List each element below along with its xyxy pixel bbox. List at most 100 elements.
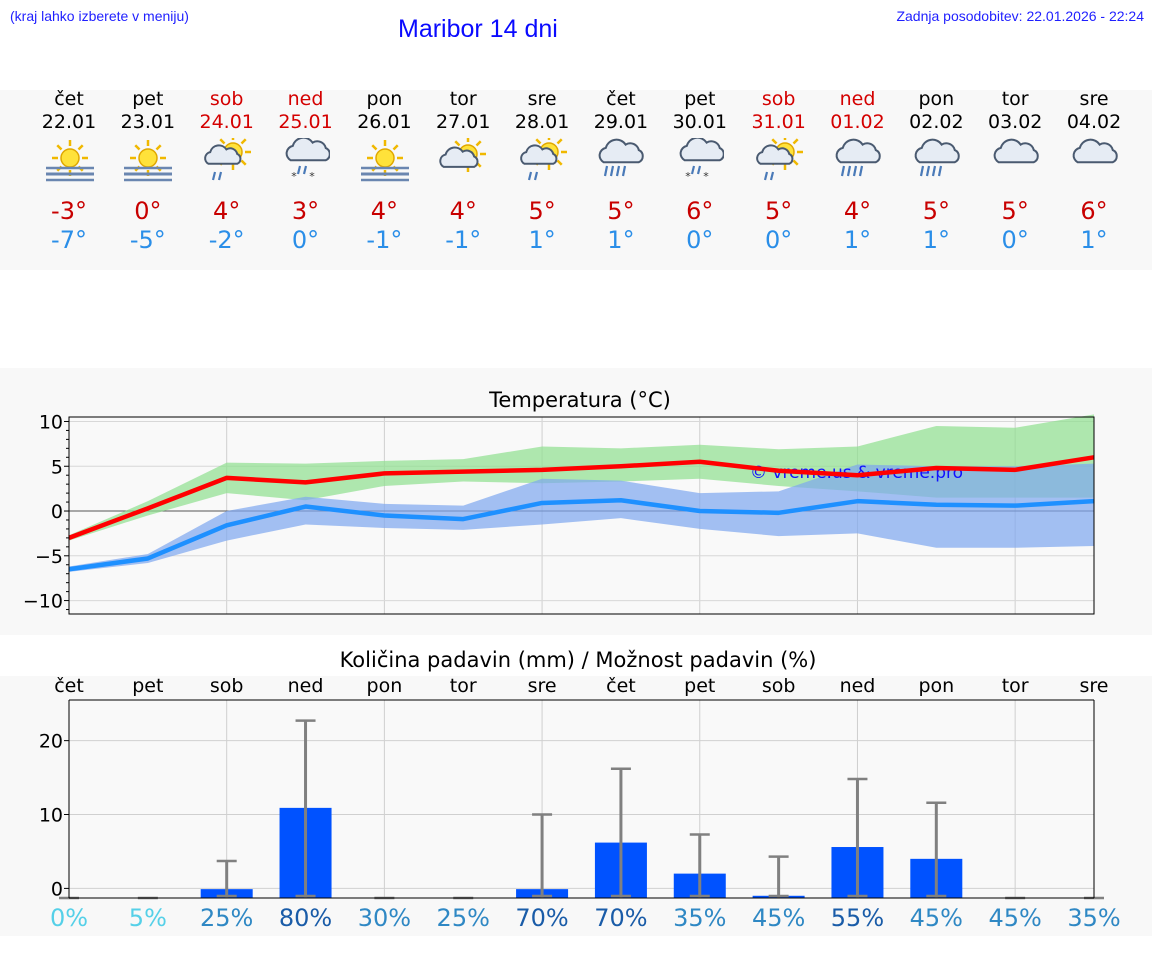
day-name: pon <box>366 88 403 110</box>
day-date: 30.01 <box>672 111 727 133</box>
day-name: pon <box>918 88 955 110</box>
svg-text:*: * <box>309 170 315 183</box>
day-name: čet <box>606 88 636 110</box>
day-name: sob <box>761 88 796 110</box>
temp-min: -2° <box>208 226 245 254</box>
x-category-label: čet <box>54 675 84 697</box>
x-category-label: sre <box>1080 675 1109 697</box>
temp-max: 5° <box>528 197 556 225</box>
day-name: sre <box>527 88 557 110</box>
precip-probability: 30% <box>358 904 411 932</box>
day-date: 31.01 <box>751 111 806 133</box>
temp-max: 4° <box>843 197 872 225</box>
day-date: 25.01 <box>278 111 333 133</box>
precipitation-chart: 20 10 0 čet 0% pet 5% sob 25% ned 80% pon 30% tor 25% s… <box>39 648 1121 932</box>
x-category-label: sre <box>528 675 557 697</box>
temperature-chart: 10 5 0 −5 −10 © vreme.us & vreme.pro Temperatu… <box>23 388 1095 615</box>
x-category-label: pet <box>132 675 163 697</box>
precip-probability: 45% <box>752 904 805 932</box>
svg-text:*: * <box>291 170 297 183</box>
sun-cloud-icon <box>439 138 486 172</box>
temp-max: 4° <box>449 197 477 225</box>
precip-probability: 70% <box>594 904 647 932</box>
day-date: 27.01 <box>436 111 491 133</box>
day-date: 29.01 <box>593 111 649 133</box>
precip-probability: 55% <box>831 904 884 932</box>
day-date: 26.01 <box>357 111 412 133</box>
temp-max: 4° <box>213 197 241 225</box>
x-category-label: ned <box>288 675 324 697</box>
day-date: 04.02 <box>1066 111 1122 133</box>
day-date: 28.01 <box>514 111 570 133</box>
y-tick-label: 0 <box>51 501 63 523</box>
temp-max: 3° <box>291 197 320 225</box>
chart-title: Temperatura (°C) <box>488 388 671 412</box>
day-date: 24.01 <box>199 111 254 133</box>
cloud-heavy-rain-icon <box>914 138 960 177</box>
day-name: pet <box>132 88 164 110</box>
sun-cloud-rain-icon <box>204 138 252 181</box>
precip-probability: 70% <box>515 904 568 932</box>
y-tick-label: −5 <box>35 546 63 568</box>
x-category-label: tor <box>450 675 477 697</box>
day-date: 01.02 <box>830 111 885 133</box>
temp-min: -5° <box>129 226 166 254</box>
day-name: sob <box>209 88 244 110</box>
temp-min: -1° <box>445 226 482 254</box>
precip-probability: 5% <box>129 904 167 932</box>
x-category-label: sob <box>210 675 244 697</box>
temp-min: 1° <box>607 226 635 254</box>
temp-min: 0° <box>765 226 793 254</box>
last-updated: Zadnja posodobitev: 22.01.2026 - 22:24 <box>896 8 1144 24</box>
precip-probability: 45% <box>910 904 963 932</box>
precip-probability: 35% <box>1067 904 1120 932</box>
precip-probability: 80% <box>279 904 332 932</box>
y-tick-label: 5 <box>51 456 63 478</box>
day-name: tor <box>1001 88 1029 110</box>
y-tick-label: 20 <box>39 731 63 753</box>
temp-min: -1° <box>366 226 403 254</box>
x-category-label: pon <box>918 675 954 697</box>
temp-max: 5° <box>922 197 950 225</box>
day-date: 03.02 <box>987 111 1043 133</box>
temp-min: 0° <box>686 226 714 254</box>
x-category-label: tor <box>1002 675 1029 697</box>
precip-probability: 45% <box>988 904 1041 932</box>
precip-probability: 25% <box>437 904 490 932</box>
cloud-rain-snow-icon: * * <box>679 138 725 183</box>
sun-fog-icon <box>360 140 409 182</box>
precip-probability: 25% <box>200 904 253 932</box>
y-tick-label: 10 <box>39 805 63 827</box>
temp-max: 6° <box>1080 197 1108 225</box>
day-name: čet <box>54 88 84 110</box>
temp-min: 1° <box>528 226 556 254</box>
cloud-icon <box>1072 138 1118 164</box>
watermark: © vreme.us & vreme.pro <box>750 463 963 483</box>
cloud-heavy-rain-icon <box>835 138 881 177</box>
svg-text:*: * <box>704 170 710 183</box>
day-date: 02.02 <box>909 111 964 133</box>
daily-forecast-panel <box>0 90 1152 270</box>
day-name: pet <box>684 88 716 110</box>
x-category-label: ned <box>840 675 876 697</box>
series-max-line <box>68 455 1095 540</box>
cloud-icon <box>993 138 1039 164</box>
page-title: Maribor 14 dni <box>398 15 558 43</box>
day-date: 23.01 <box>120 111 176 133</box>
chart-title: Količina padavin (mm) / Možnost padavin … <box>340 648 817 672</box>
y-tick-label: 10 <box>39 411 63 433</box>
cloud-rain-snow-icon: * * <box>285 138 331 183</box>
svg-text:*: * <box>686 170 692 183</box>
max-range-band <box>69 414 1094 541</box>
x-category-label: čet <box>606 675 636 697</box>
location-hint: (kraj lahko izberete v meniju) <box>10 8 189 24</box>
day-name: ned <box>287 88 324 110</box>
temp-min: 0° <box>1001 226 1029 254</box>
series-min-line <box>68 498 1095 572</box>
temp-max: -3° <box>51 197 87 225</box>
day-name: ned <box>839 88 876 110</box>
sun-fog-icon <box>45 140 94 182</box>
precip-probability: 0% <box>50 904 88 932</box>
y-tick-label: 0 <box>51 878 63 900</box>
temp-min: 0° <box>291 226 320 254</box>
